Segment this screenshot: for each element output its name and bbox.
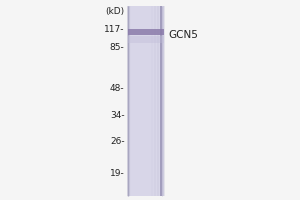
Bar xyxy=(128,29,164,34)
Text: GCN5: GCN5 xyxy=(168,30,198,40)
Text: 19-: 19- xyxy=(110,168,124,178)
Text: (kD): (kD) xyxy=(105,7,124,16)
Text: 85-: 85- xyxy=(110,43,124,51)
Text: 26-: 26- xyxy=(110,136,124,146)
Bar xyxy=(128,6,164,196)
Bar xyxy=(128,36,164,43)
Text: 117-: 117- xyxy=(104,24,124,33)
Text: 48-: 48- xyxy=(110,84,124,93)
Text: 34-: 34- xyxy=(110,110,124,119)
